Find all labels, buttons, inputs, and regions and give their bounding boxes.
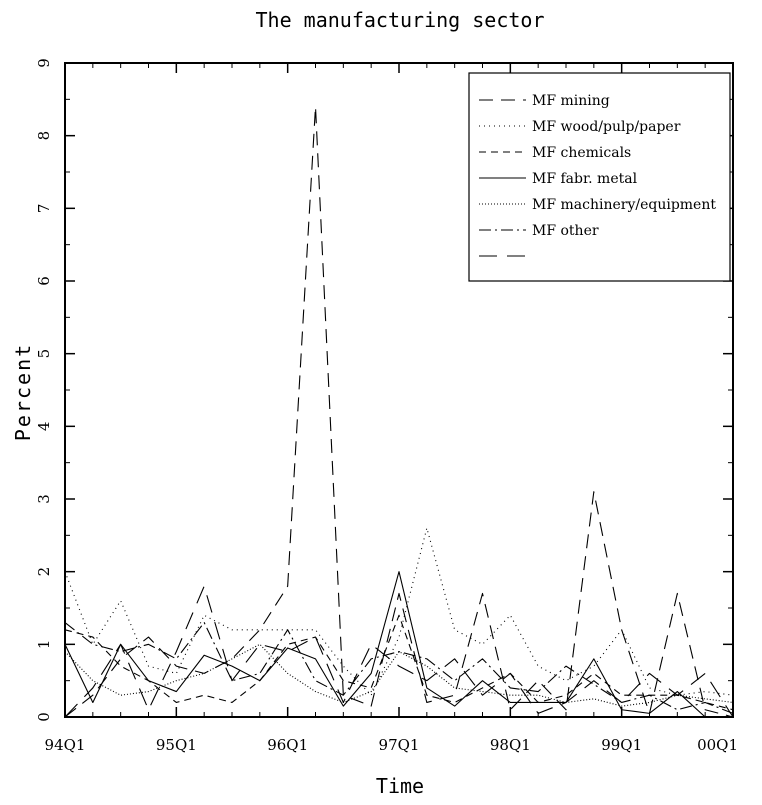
legend-label-1: MF mining	[532, 93, 610, 109]
x-tick-label: 99Q1	[601, 736, 642, 754]
series-line-7	[64, 585, 734, 718]
series-line-1	[64, 106, 734, 718]
x-tick-label: 95Q1	[156, 736, 197, 754]
x-tick-label: 94Q1	[45, 736, 86, 754]
x-tick-label: 00Q1	[697, 736, 738, 754]
y-tick-label: 6	[35, 276, 53, 286]
legend-label-6: MF other	[532, 223, 599, 239]
series-line-3	[64, 614, 734, 711]
plot-area: 0 1 2 3 4 5 6 7 8 9 94Q1 95Q1 96Q1 97Q1 98Q1 99Q1 00Q1	[35, 58, 738, 754]
y-tick-label: 9	[35, 58, 53, 68]
y-tick-label: 1	[35, 640, 53, 650]
y-tick-label: 4	[35, 422, 53, 432]
y-tick-label: 7	[35, 204, 53, 214]
y-tick-label: 0	[35, 712, 53, 722]
y-tick-label: 8	[35, 131, 53, 141]
y-tick-label: 3	[35, 494, 53, 504]
legend-label-2: MF wood/pulp/paper	[532, 119, 681, 135]
series-line-4	[64, 571, 733, 718]
legend-label-4: MF fabr. metal	[532, 171, 638, 187]
legend: MF mining MF wood/pulp/paper MF chemicals M…	[468, 72, 731, 282]
legend-label-3: MF chemicals	[532, 145, 631, 161]
series-line-6	[64, 621, 734, 714]
chart-title: The manufacturing sector	[256, 8, 545, 32]
legend-box	[468, 72, 731, 282]
y-tick-label: 5	[35, 349, 53, 359]
series-line-5	[64, 643, 734, 707]
legend-label-5: MF machinery/equipment	[532, 197, 716, 213]
y-axis-title: Percent	[11, 343, 35, 441]
x-axis-title: Time	[376, 774, 424, 798]
series-line-2	[64, 527, 734, 696]
x-tick-label: 98Q1	[490, 736, 531, 754]
x-tick-label: 97Q1	[379, 736, 420, 754]
x-tick-label: 96Q1	[267, 736, 308, 754]
y-tick-label: 2	[35, 567, 53, 577]
